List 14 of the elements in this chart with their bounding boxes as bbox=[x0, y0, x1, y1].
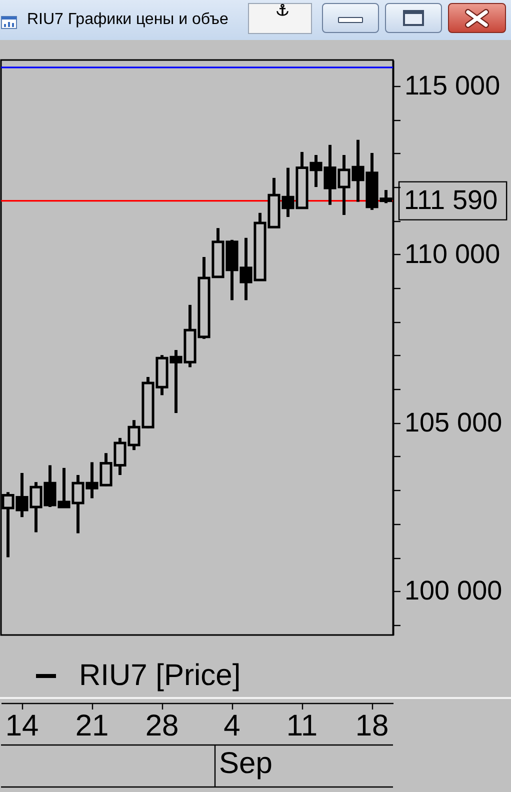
x-tick-label: 11 bbox=[286, 710, 318, 742]
y-tick-label: 110 000 bbox=[404, 238, 500, 269]
x-tick-label: 21 bbox=[75, 710, 109, 742]
x-tick-label: 28 bbox=[145, 710, 179, 742]
chart-title: RIU7 Графики цены и объе bbox=[27, 11, 228, 29]
x-tick-label: 4 bbox=[224, 710, 240, 742]
x-tick-label: 18 bbox=[355, 710, 389, 742]
legend-label: RIU7 [Price] bbox=[79, 659, 241, 692]
y-tick-label: 100 000 bbox=[404, 576, 502, 606]
ref-line-label: 111 590 bbox=[404, 184, 498, 215]
y-tick-label: 115 000 bbox=[404, 70, 500, 100]
y-tick-label: 105 000 bbox=[404, 407, 502, 438]
text: Sep bbox=[219, 747, 272, 780]
x-tick-label: 14 bbox=[5, 710, 39, 742]
